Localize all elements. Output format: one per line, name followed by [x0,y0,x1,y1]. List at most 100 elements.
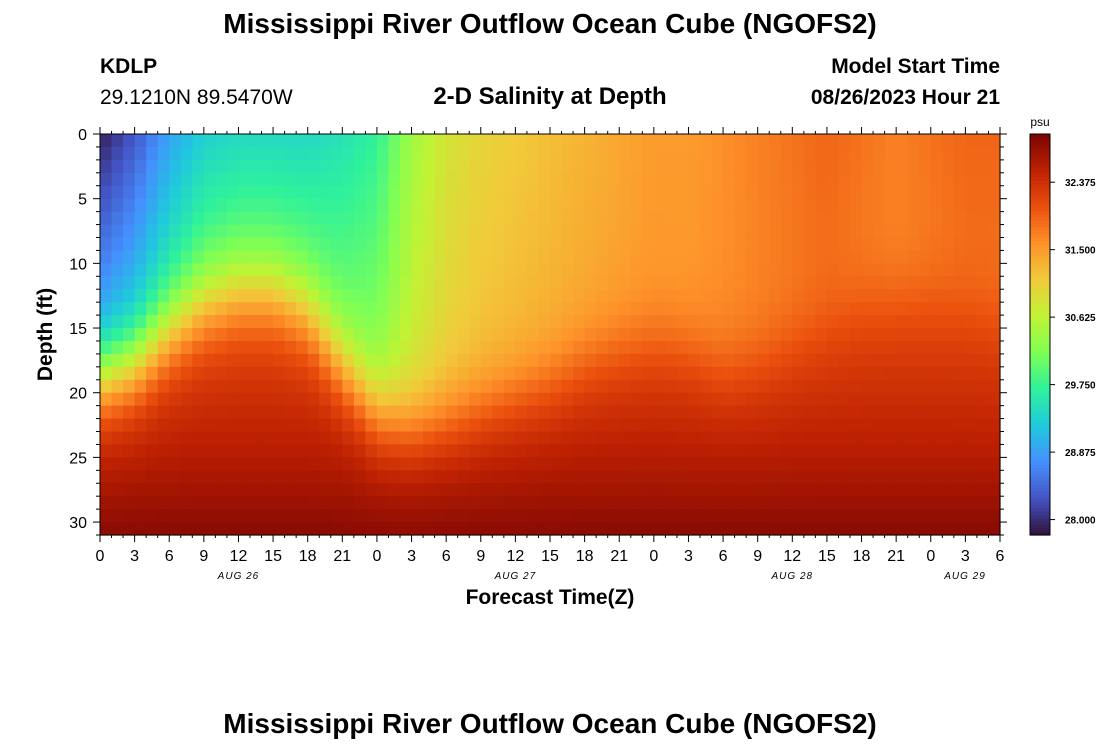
heatmap-cell [284,379,297,394]
colorbar-swatch [1030,524,1050,529]
heatmap-cell [653,457,666,471]
heatmap-cell [503,211,516,226]
heatmap-cell [273,366,286,381]
heatmap-cell [123,392,136,407]
heatmap-cell [850,392,863,407]
colorbar-swatch [1030,508,1050,513]
heatmap-cell [780,431,793,446]
heatmap-cell [792,159,805,174]
heatmap-cell [700,146,713,161]
heatmap-cell [884,172,897,187]
heatmap-cell [550,379,563,394]
colorbar-swatch [1030,361,1050,366]
heatmap-cell [653,470,666,484]
heatmap-cell [907,392,920,407]
heatmap-cell [573,444,586,458]
heatmap-cell [803,522,816,536]
heatmap-cell [342,302,355,316]
heatmap-cell [342,289,355,303]
heatmap-cell [492,302,505,316]
heatmap-cell [965,315,978,329]
heatmap-cell [273,289,286,303]
heatmap-cell [330,198,343,213]
heatmap-cell [700,366,713,381]
heatmap-cell [907,159,920,174]
heatmap-cell [919,211,932,226]
heatmap-cell [896,379,909,394]
heatmap-cell [850,496,863,510]
colorbar-swatch [1030,521,1050,526]
heatmap-cell [261,237,274,252]
heatmap-cell [157,405,170,420]
heatmap-cell [953,328,966,342]
heatmap-cell [538,431,551,446]
heatmap-cell [330,276,343,290]
heatmap-cell [342,198,355,213]
heatmap-cell [515,172,528,187]
heatmap-cell [100,211,113,226]
heatmap-cell [134,302,147,316]
heatmap-cell [180,263,193,277]
heatmap-cell [342,250,355,264]
heatmap-cell [526,172,540,187]
heatmap-cell [803,470,816,484]
heatmap-cell [746,509,759,523]
heatmap-cell [307,237,320,252]
heatmap-cell [723,366,736,381]
heatmap-cell [353,522,366,536]
heatmap-cell [238,379,251,394]
heatmap-cell [480,457,493,471]
colorbar-swatch [1030,354,1050,359]
x-tick-label: 3 [961,548,970,565]
colorbar-swatch [1030,387,1050,392]
colorbar-swatch [1030,230,1050,235]
heatmap-cell [734,263,747,277]
heatmap-cell [930,159,943,174]
x-tick-label: 18 [299,548,317,565]
heatmap-cell [342,134,355,148]
heatmap-cell [780,340,793,355]
heatmap-cell [492,470,505,484]
heatmap-cell [250,483,263,497]
heatmap-cell [861,392,874,407]
heatmap-cell [492,276,505,290]
heatmap-cell [538,172,551,187]
heatmap-cell [769,172,782,187]
heatmap-cell [330,457,343,471]
colorbar-swatch [1030,267,1050,272]
heatmap-cell [653,134,666,148]
colorbar-swatch [1030,214,1050,219]
heatmap-cell [215,470,228,484]
heatmap-cell [665,172,678,187]
heatmap-cell [353,250,366,264]
heatmap-cell [296,470,309,484]
heatmap-cell [976,522,990,536]
heatmap-cell [342,405,355,420]
heatmap-cell [561,340,574,355]
heatmap-cell [123,483,136,497]
heatmap-cell [365,146,378,161]
heatmap-cell [826,470,840,484]
heatmap-cell [723,134,736,148]
heatmap-cell [573,237,586,252]
heatmap-cell [734,496,747,510]
heatmap-cell [400,276,413,290]
heatmap-cell [411,340,424,355]
heatmap-cell [434,340,447,355]
heatmap-cell [930,237,943,252]
heatmap-cell [561,444,574,458]
heatmap-cell [884,224,897,239]
heatmap-cell [411,379,424,394]
heatmap-cell [411,328,424,342]
y-tick-label: 0 [78,127,87,144]
heatmap-cell [757,483,770,497]
heatmap-cell [584,134,597,148]
heatmap-cell [930,392,943,407]
heatmap-cell [330,159,343,174]
heatmap-cell [919,496,932,510]
heatmap-cell [215,496,228,510]
heatmap-cell [965,340,978,355]
heatmap-cell [146,224,159,239]
heatmap-cell [803,366,816,381]
heatmap-cell [538,134,551,148]
